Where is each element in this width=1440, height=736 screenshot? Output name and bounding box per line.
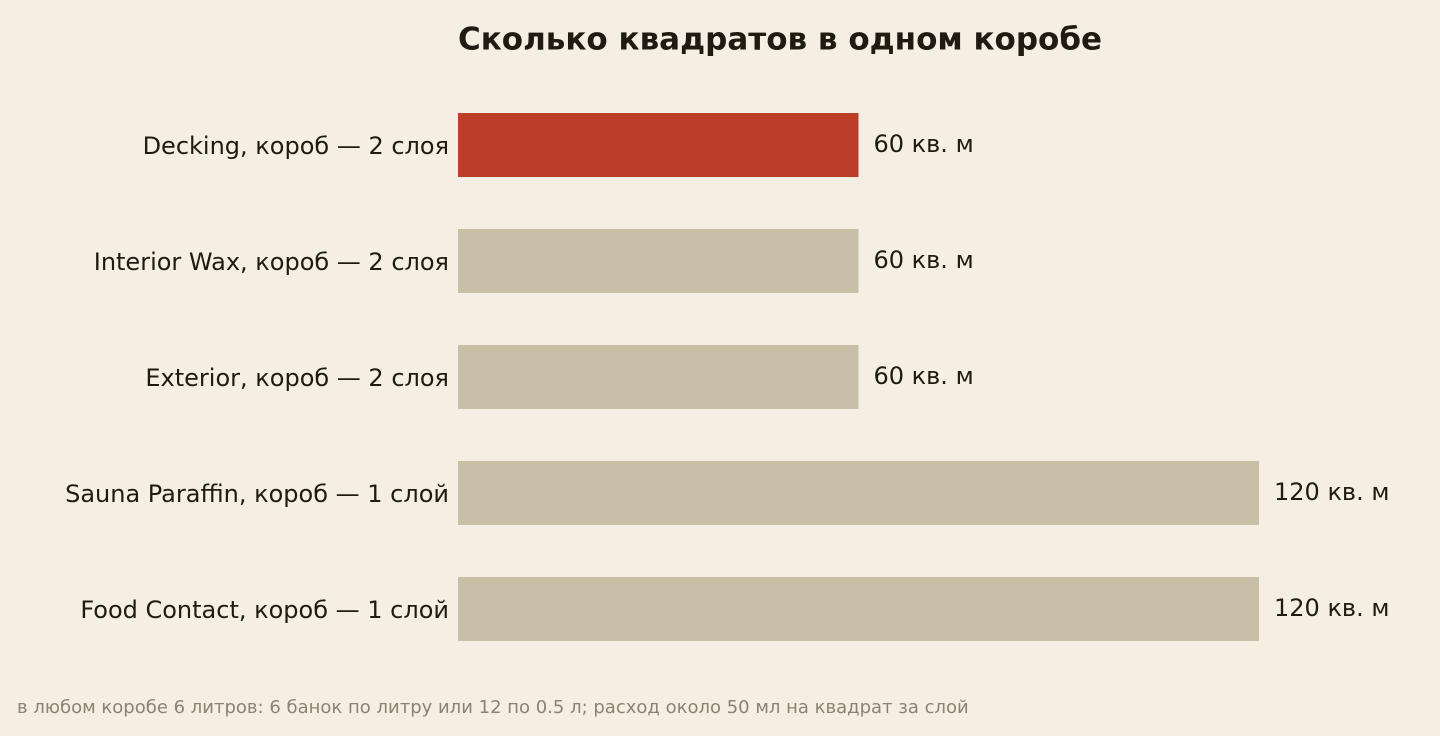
bar (458, 229, 859, 293)
category-label: Food Contact, короб — 1 слой (80, 596, 449, 624)
footnote: в любом коробе 6 литров: 6 банок по литр… (17, 697, 969, 718)
value-label: 60 кв. м (874, 130, 974, 158)
chart-title: Сколько квадратов в одном коробе (458, 22, 1102, 58)
value-label: 120 кв. м (1274, 594, 1389, 622)
value-label: 120 кв. м (1274, 478, 1389, 506)
category-label: Interior Wax, короб — 2 слоя (94, 248, 449, 276)
category-label: Exterior, короб — 2 слоя (145, 364, 449, 392)
category-label: Sauna Paraffin, короб — 1 слой (65, 480, 449, 508)
bar (458, 345, 859, 409)
category-label: Decking, короб — 2 слоя (143, 132, 449, 160)
value-label: 60 кв. м (874, 362, 974, 390)
bar (458, 113, 859, 177)
bar (458, 577, 1259, 641)
value-label: 60 кв. м (874, 246, 974, 274)
bar (458, 461, 1259, 525)
